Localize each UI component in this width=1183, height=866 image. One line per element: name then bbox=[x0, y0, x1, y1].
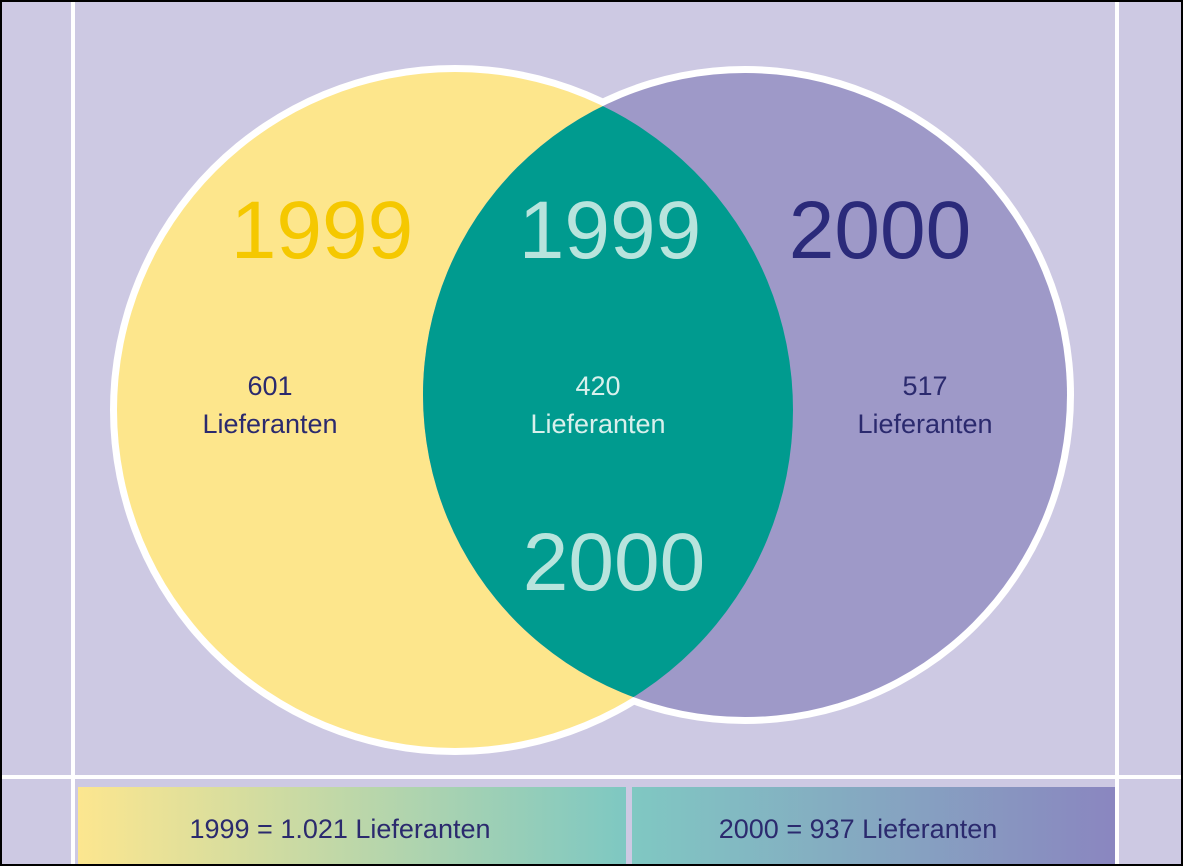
center-count: 420 bbox=[575, 371, 620, 401]
left-title: 1999 bbox=[231, 185, 413, 276]
center-title-bottom: 2000 bbox=[523, 517, 705, 608]
left-count: 601 bbox=[247, 371, 292, 401]
intersection bbox=[423, 73, 793, 717]
legend-1999: 1999 = 1.021 Lieferanten bbox=[189, 814, 490, 844]
legend-2000: 2000 = 937 Lieferanten bbox=[719, 814, 998, 844]
legend-box bbox=[78, 787, 626, 866]
center-title-top: 1999 bbox=[519, 185, 701, 276]
left-unit: Lieferanten bbox=[202, 409, 337, 439]
legend-box bbox=[632, 787, 1115, 866]
right-count: 517 bbox=[902, 371, 947, 401]
center-unit: Lieferanten bbox=[530, 409, 665, 439]
right-title: 2000 bbox=[789, 185, 971, 276]
right-unit: Lieferanten bbox=[857, 409, 992, 439]
